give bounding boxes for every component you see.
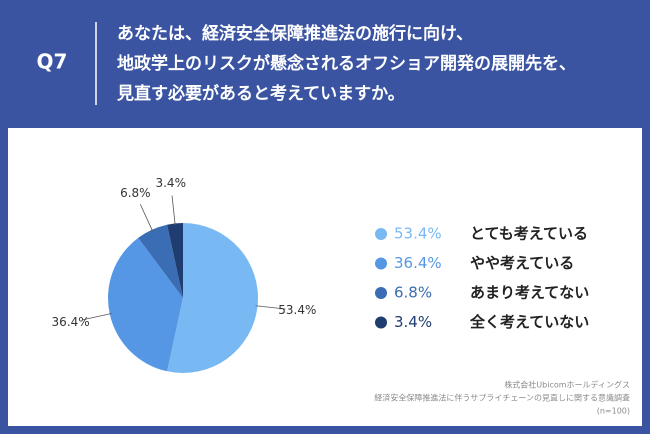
slice-label: 3.4% bbox=[155, 176, 186, 190]
legend-swatch bbox=[375, 228, 387, 240]
source: (n=100) bbox=[597, 407, 630, 416]
chart-title: あなたは、経済安全保障推進法の施行に向け、 bbox=[117, 23, 473, 44]
legend-value: 36.4% bbox=[394, 254, 442, 272]
legend-label: あまり考えてない bbox=[470, 284, 589, 302]
legend-label: とても考えている bbox=[470, 225, 588, 243]
legend-value: 3.4% bbox=[394, 313, 432, 331]
legend-swatch bbox=[375, 316, 387, 329]
pie: 53.4% 53.4% とても考えている 36.4% 36.4% やや考えている 6.8% 6… bbox=[52, 176, 589, 373]
legend-swatch bbox=[375, 257, 387, 270]
pie-slice bbox=[167, 223, 258, 373]
pie-slice bbox=[138, 224, 183, 298]
legend-value: 6.8% bbox=[394, 284, 432, 302]
pie-slice bbox=[167, 223, 183, 298]
leader-line bbox=[255, 305, 286, 310]
leader-line bbox=[82, 313, 112, 321]
pie-slice bbox=[108, 237, 183, 372]
source: 株式会社Ubicomホールディングス bbox=[504, 380, 630, 390]
legend-label: やや考えている bbox=[470, 254, 574, 272]
legend-swatch bbox=[375, 287, 387, 299]
legend-label: 全く考えていない bbox=[469, 313, 589, 331]
leader-line bbox=[139, 204, 154, 232]
leader-line bbox=[171, 195, 176, 226]
slice-label: 53.4% bbox=[278, 303, 316, 317]
source: 経済安全保障推進法に伴うサプライチェーンの見直しに関する意識調査 bbox=[374, 393, 630, 403]
slice-label: 6.8% bbox=[120, 186, 151, 200]
slice-label: 36.4% bbox=[52, 315, 90, 329]
chart-title: 地政学上のリスクが懸念されるオフショア開発の展開先を、 bbox=[117, 53, 576, 74]
chart-title: 見直す必要があると考えていますか。 bbox=[116, 83, 405, 104]
legend-value: 53.4% bbox=[394, 225, 442, 243]
question-label: Q7 bbox=[37, 50, 68, 74]
